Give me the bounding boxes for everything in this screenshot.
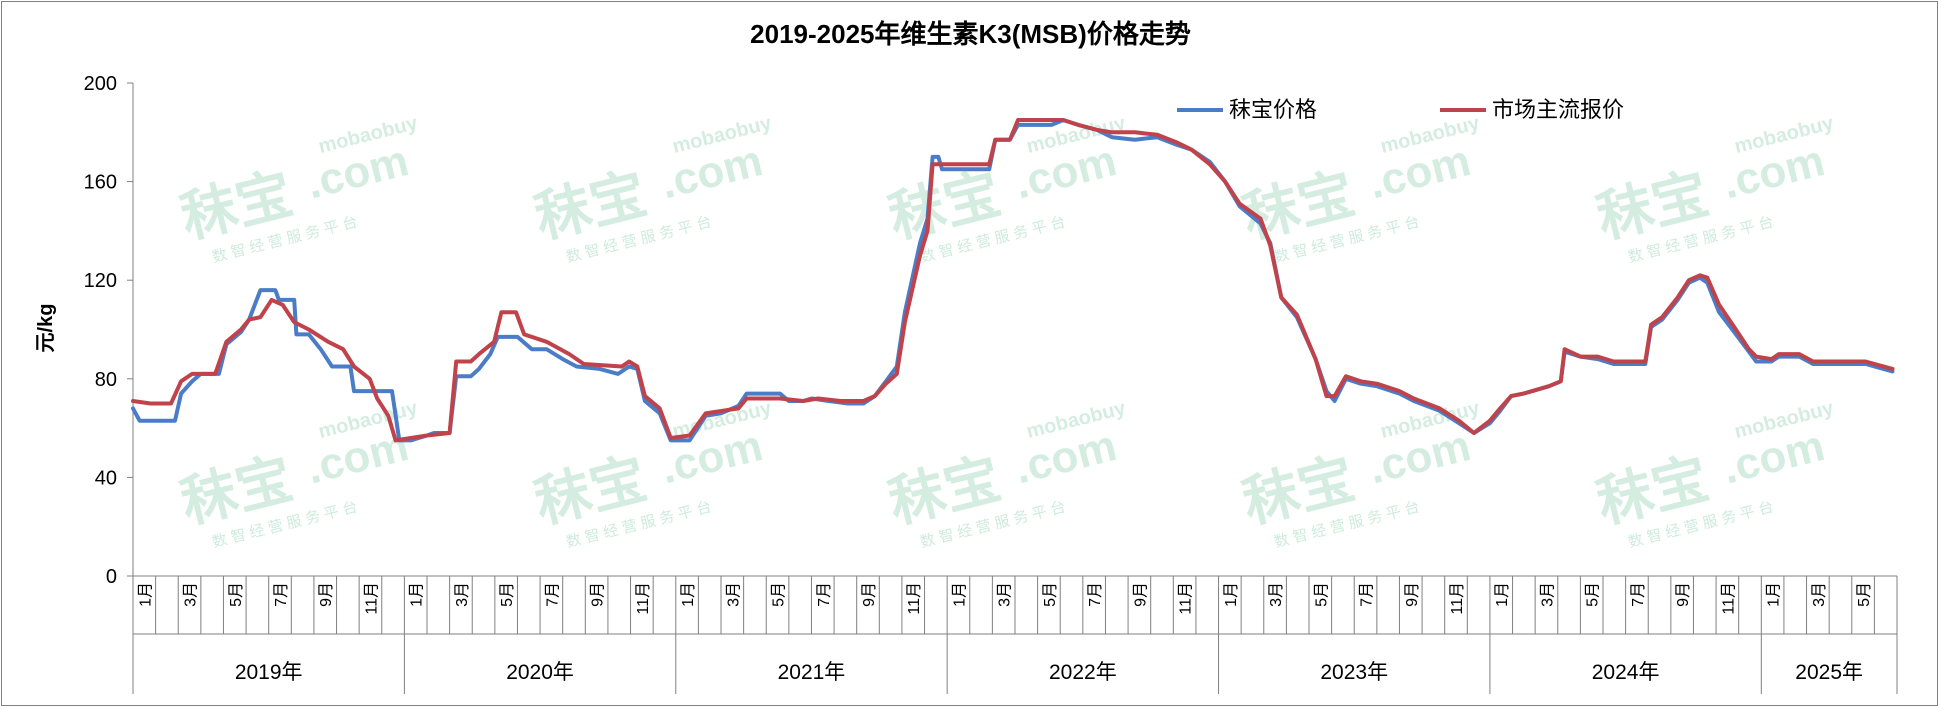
series-layer bbox=[131, 118, 1895, 443]
month-tick-label: 5月 bbox=[1042, 582, 1059, 607]
month-tick-label: 11月 bbox=[1178, 582, 1195, 615]
month-tick-label: 1月 bbox=[1223, 582, 1240, 607]
year-label: 2022年 bbox=[1049, 661, 1117, 684]
y-tick-label: 120 bbox=[84, 270, 117, 292]
month-tick-label: 11月 bbox=[1449, 582, 1466, 615]
y-tick-label: 200 bbox=[84, 73, 117, 95]
y-tick-label: 160 bbox=[84, 172, 117, 194]
month-tick-label: 3月 bbox=[1811, 582, 1828, 607]
month-tick-label: 9月 bbox=[1675, 582, 1692, 607]
month-tick-label: 7月 bbox=[1630, 582, 1647, 607]
month-tick-label: 5月 bbox=[228, 582, 245, 607]
month-tick-label: 11月 bbox=[635, 582, 652, 615]
month-tick-label: 7月 bbox=[1087, 582, 1104, 607]
month-tick-label: 9月 bbox=[590, 582, 607, 607]
y-tick-label: 40 bbox=[95, 467, 117, 489]
month-tick-label: 9月 bbox=[1404, 582, 1421, 607]
chart-title: 2019-2025年维生素K3(MSB)价格走势 bbox=[750, 19, 1191, 49]
month-tick-label: 5月 bbox=[1313, 582, 1330, 607]
y-axis: 0 40 80 120 160 200 bbox=[84, 73, 134, 588]
year-label: 2019年 bbox=[235, 661, 303, 684]
legend: 秣宝价格 市场主流报价 bbox=[1177, 97, 1624, 122]
year-label: 2020年 bbox=[506, 661, 574, 684]
month-tick-label: 5月 bbox=[499, 582, 516, 607]
month-tick-label: 3月 bbox=[183, 582, 200, 607]
month-tick-label: 9月 bbox=[861, 582, 878, 607]
month-tick-label: 11月 bbox=[363, 582, 380, 615]
month-tick-label: 3月 bbox=[725, 582, 742, 607]
year-label: 2024年 bbox=[1592, 661, 1660, 684]
month-tick-label: 3月 bbox=[1539, 582, 1556, 607]
y-axis-label: 元/kg bbox=[35, 304, 57, 353]
watermark-layer: 秣宝mobaobuy.com数 智 经 营 服 务 平 台秣宝mobaobuy.… bbox=[175, 112, 1837, 551]
month-tick-label: 9月 bbox=[1132, 582, 1149, 607]
month-tick-label: 7月 bbox=[544, 582, 561, 607]
month-tick-label: 7月 bbox=[816, 582, 833, 607]
month-tick-label: 7月 bbox=[273, 582, 290, 607]
month-tick-label: 1月 bbox=[409, 582, 426, 607]
y-tick-label: 0 bbox=[106, 566, 117, 588]
month-tick-label: 1月 bbox=[1766, 582, 1783, 607]
month-tick-label: 3月 bbox=[1268, 582, 1285, 607]
legend-label-1: 秣宝价格 bbox=[1229, 97, 1317, 122]
month-tick-label: 11月 bbox=[906, 582, 923, 615]
month-tick-label: 1月 bbox=[680, 582, 697, 607]
month-tick-label: 7月 bbox=[1359, 582, 1376, 607]
month-tick-label: 5月 bbox=[1856, 582, 1873, 607]
year-label: 2025年 bbox=[1795, 661, 1863, 684]
legend-label-2: 市场主流报价 bbox=[1492, 97, 1624, 122]
series-line-2 bbox=[131, 118, 1895, 443]
month-tick-label: 9月 bbox=[318, 582, 335, 607]
year-label: 2021年 bbox=[778, 661, 846, 684]
year-label: 2023年 bbox=[1320, 661, 1388, 684]
x-axis: 1月 3月 5月 7月 9月 11月 1月 3月 5月 7月 9月 11月 1月 3月 5月 7月 9月 11月 1… bbox=[132, 575, 1898, 694]
month-tick-label: 11月 bbox=[1720, 582, 1737, 615]
month-tick-label: 5月 bbox=[1585, 582, 1602, 607]
month-tick-label: 1月 bbox=[137, 582, 154, 607]
month-tick-label: 3月 bbox=[454, 582, 471, 607]
y-tick-label: 80 bbox=[95, 369, 117, 391]
month-tick-label: 5月 bbox=[771, 582, 788, 607]
month-tick-label: 1月 bbox=[1494, 582, 1511, 607]
month-tick-label: 3月 bbox=[997, 582, 1014, 607]
month-tick-label: 1月 bbox=[951, 582, 968, 607]
